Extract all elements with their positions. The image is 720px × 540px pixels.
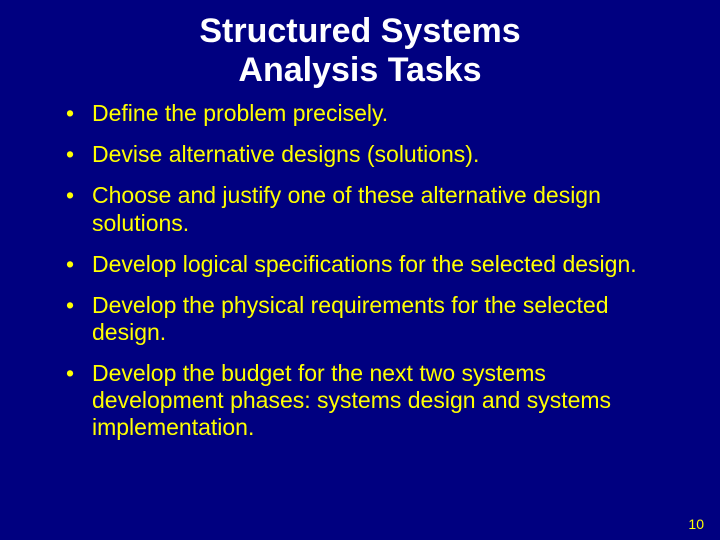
bullet-text: Develop the physical requirements for th… — [92, 292, 609, 345]
list-item: Develop the physical requirements for th… — [60, 292, 670, 346]
slide: Structured Systems Analysis Tasks Define… — [0, 0, 720, 540]
bullet-text: Develop the budget for the next two syst… — [92, 360, 611, 440]
bullet-text: Devise alternative designs (solutions). — [92, 141, 479, 167]
list-item: Choose and justify one of these alternat… — [60, 182, 670, 236]
slide-title: Structured Systems Analysis Tasks — [0, 0, 720, 100]
bullet-text: Choose and justify one of these alternat… — [92, 182, 601, 235]
page-number: 10 — [688, 516, 704, 532]
bullet-text: Define the problem precisely. — [92, 100, 388, 126]
list-item: Devise alternative designs (solutions). — [60, 141, 670, 168]
list-item: Develop logical specifications for the s… — [60, 251, 670, 278]
list-item: Define the problem precisely. — [60, 100, 670, 127]
bullet-text: Develop logical specifications for the s… — [92, 251, 637, 277]
bullet-list: Define the problem precisely. Devise alt… — [0, 100, 720, 441]
list-item: Develop the budget for the next two syst… — [60, 360, 670, 441]
title-line-2: Analysis Tasks — [238, 51, 481, 89]
title-line-1: Structured Systems — [199, 12, 520, 50]
